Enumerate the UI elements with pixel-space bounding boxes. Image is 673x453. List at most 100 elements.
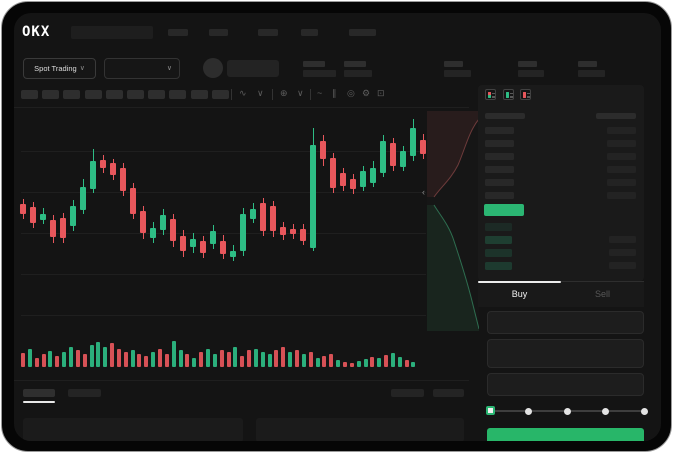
volume-bar [185,354,190,367]
candle-body [100,160,106,168]
ask-amount-placeholder[interactable] [607,127,636,134]
ask-price-placeholder[interactable] [485,153,514,160]
orderbook-view-asks-icon[interactable] [520,89,531,100]
timeframe-button-placeholder[interactable] [127,90,144,99]
candle-body [190,239,196,247]
orderbook-view-combined-icon[interactable] [485,89,496,100]
candle-body [420,140,426,154]
candle-body [290,229,296,234]
timeframe-button-placeholder[interactable] [42,90,60,99]
last-price-badge[interactable] [484,204,524,216]
volume-bar [116,349,121,367]
buy-submit-button[interactable] [487,428,644,441]
nav-item-placeholder[interactable] [301,29,318,36]
candle-body [280,227,286,235]
timeframe-button-placeholder[interactable] [148,90,166,99]
slider-stop-dot[interactable] [602,407,609,415]
ask-price-placeholder[interactable] [485,140,514,147]
ticker-stat-label-placeholder [344,61,366,67]
nav-item-placeholder[interactable] [209,29,228,36]
timeframe-button-placeholder[interactable] [169,90,187,99]
price-input[interactable] [487,311,644,334]
asks-depth-line [433,118,479,198]
volume-bar [370,357,375,367]
bid-amount-placeholder[interactable] [609,236,636,243]
timeframe-button-placeholder[interactable] [190,90,208,99]
fullscreen-icon[interactable]: ⊡ [377,88,385,98]
candle-body [220,241,226,254]
line-tool-icon[interactable]: ~ [317,88,323,98]
market-type-selector[interactable]: Spot Trading ∨ [23,58,96,79]
volume-bar [27,349,32,367]
nav-item-placeholder[interactable] [349,29,376,36]
slider-stop-dot[interactable] [563,407,571,415]
orderbook-view-bids-icon[interactable] [503,89,514,100]
chart-settings-icon[interactable]: ⚙ [362,88,371,98]
orderbook-amount-header-placeholder [596,113,636,119]
slider-stop-dot[interactable] [640,407,648,415]
indicators-icon[interactable]: ⊕ [280,88,288,98]
timeframe-button-placeholder[interactable] [211,90,229,99]
icon-line [527,92,530,94]
icon-line [510,96,513,98]
bid-price-placeholder[interactable] [485,223,512,231]
volume-bar [390,353,395,367]
nav-item-placeholder[interactable] [168,29,188,36]
candle-body [60,218,66,238]
volume-bar [130,350,135,367]
volume-bar [247,350,252,367]
toolbar-separator [310,89,311,100]
candle-body [240,214,246,251]
candle-body [120,168,126,191]
timeframe-button-placeholder[interactable] [84,90,102,99]
bottom-action-placeholder[interactable] [433,389,464,397]
candle-style-icon[interactable]: ∿ [239,88,247,98]
ask-amount-placeholder[interactable] [607,166,636,173]
drawing-tools-icon[interactable]: ∥ [332,88,337,98]
ask-price-placeholder[interactable] [485,166,514,173]
ask-amount-placeholder[interactable] [607,192,636,199]
history-table-placeholder [256,418,464,441]
bid-price-placeholder[interactable] [485,249,512,257]
chevron-down-icon[interactable]: ∨ [257,88,264,98]
ask-amount-placeholder[interactable] [607,140,636,147]
camera-snapshot-icon[interactable]: ◎ [347,88,355,98]
slider-stop-dot[interactable] [525,407,532,415]
ask-amount-placeholder[interactable] [607,153,636,160]
depth-chart [427,111,479,331]
bid-amount-placeholder[interactable] [609,249,636,256]
bid-amount-placeholder[interactable] [609,262,636,269]
bottom-action-placeholder[interactable] [391,389,424,397]
tab-sell[interactable]: Sell [561,282,644,307]
volume-bar [103,347,108,367]
bottom-tab-active-placeholder[interactable] [23,389,55,397]
tab-buy[interactable]: Buy [478,282,561,307]
ask-price-placeholder[interactable] [485,127,514,134]
chevron-down-icon[interactable]: ∨ [297,88,304,98]
header-search-placeholder[interactable] [71,26,153,39]
timeframe-button-placeholder[interactable] [105,90,123,99]
volume-bar [192,358,197,367]
okx-logo[interactable]: OKX [22,24,51,40]
pair-name-placeholder [227,60,279,77]
bid-price-placeholder[interactable] [485,236,512,244]
candle-body [50,220,56,237]
bid-price-placeholder[interactable] [485,262,512,270]
depth-collapse-icon[interactable]: ‹ [422,187,425,197]
pair-selector-dropdown[interactable]: ∨ [104,58,180,79]
ask-price-placeholder[interactable] [485,192,514,199]
amount-input[interactable] [487,339,644,368]
nav-item-placeholder[interactable] [258,29,278,36]
volume-bar [349,363,354,367]
volume-bar [89,345,94,367]
timeframe-button-placeholder[interactable] [63,90,81,99]
ask-amount-placeholder[interactable] [607,179,636,186]
candle-body [200,241,206,253]
volume-bar [48,351,53,367]
timeframe-button-placeholder[interactable] [21,90,38,99]
total-input[interactable] [487,373,644,396]
amount-slider-handle[interactable] [486,406,495,415]
volume-bar [178,350,183,367]
ask-price-placeholder[interactable] [485,179,514,186]
bottom-tab-placeholder[interactable] [68,389,101,397]
